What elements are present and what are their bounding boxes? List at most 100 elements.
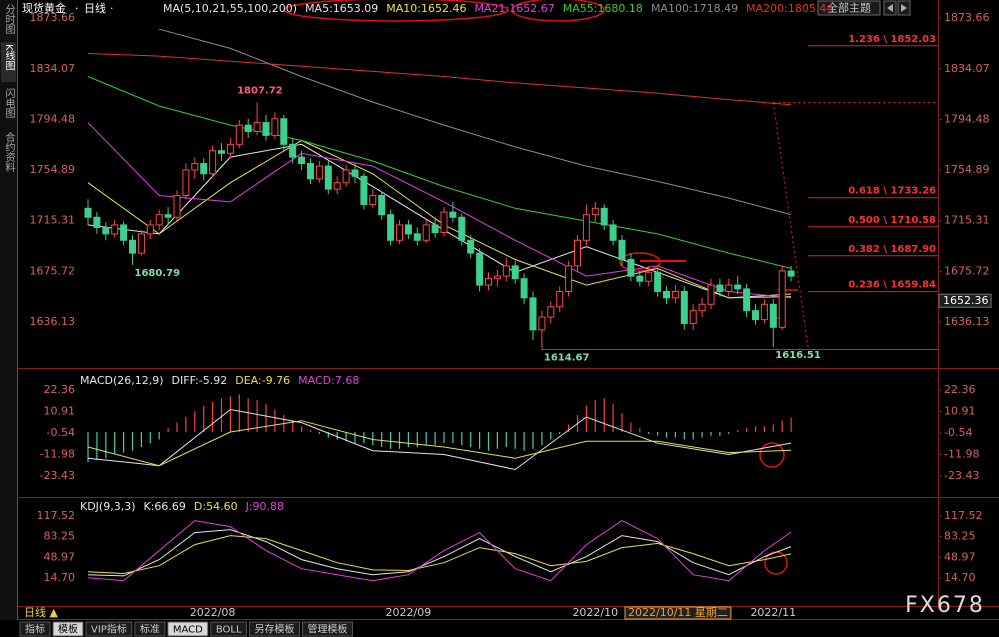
toolbar-tab[interactable] [52, 621, 84, 637]
y-tick-label: 1754.89 [944, 163, 990, 176]
candle-body [351, 169, 359, 177]
candle-body [324, 165, 332, 190]
y-tick-label: -11.98 [40, 447, 75, 460]
ma-line [87, 76, 792, 269]
legend-item: MA200:1805.44 [746, 2, 833, 15]
candle-body [422, 224, 430, 241]
candle-body [226, 143, 234, 154]
last-price-box [938, 293, 992, 308]
toolbar-tab[interactable] [210, 621, 248, 637]
extreme-label: 1614.67 [544, 352, 590, 363]
legend-item: J:90.88 [245, 500, 284, 513]
fib-label: 0.382 \ 1687.90 [848, 244, 936, 255]
y-tick-label: -11.98 [944, 447, 979, 460]
candle-body [84, 207, 92, 218]
candle-body [511, 265, 519, 280]
candle-body [538, 316, 546, 331]
toolbar-tab[interactable] [249, 621, 301, 637]
candle-body [307, 163, 314, 180]
candle-body [315, 165, 323, 180]
candle-body [458, 216, 466, 241]
sidebar-tab[interactable]: 闪电图 [3, 87, 15, 119]
toolbar-tab-label[interactable]: 模板 [58, 623, 78, 636]
toolbar-tab[interactable] [302, 621, 354, 637]
x-tick-label: 2022/11 [750, 606, 796, 619]
candle-body [752, 310, 759, 321]
candle-body [627, 258, 635, 277]
y-tick-label: 1794.48 [30, 112, 76, 125]
y-tick-label: 1715.31 [944, 214, 990, 227]
sidebar-tab-active [1, 42, 16, 82]
toolbar-tab[interactable] [167, 621, 209, 637]
symbol: 现货黄金 [22, 1, 66, 15]
toolbar-tab-label[interactable]: MACD [173, 625, 203, 636]
toolbar-tab-label[interactable]: VIP指标 [91, 623, 127, 636]
toolbar-tab-label[interactable]: BOLL [216, 625, 242, 636]
candle-body [591, 207, 599, 216]
theme-button-label[interactable]: 全部主题 [827, 1, 871, 15]
next-arrow [901, 4, 907, 12]
candle-body [191, 163, 199, 171]
theme-button[interactable] [817, 0, 881, 16]
ma-line [87, 53, 792, 106]
ma-line [87, 122, 792, 299]
candle-body [93, 216, 101, 229]
last-price: 1652.36 [943, 294, 989, 307]
prev-arrow [887, 4, 893, 12]
candle-body [360, 175, 368, 205]
legend-item: DEA:-9.76 [235, 374, 290, 387]
y-tick-label: 22.36 [44, 383, 76, 396]
separator: · [110, 2, 114, 15]
candle-body [431, 224, 439, 234]
candle-body [387, 214, 395, 241]
toolbar-tab-label[interactable]: 管理模板 [308, 623, 348, 636]
candle-body [663, 290, 670, 299]
candle-body [111, 224, 119, 235]
candle-body [609, 224, 617, 241]
toolbar-tab[interactable] [134, 621, 166, 637]
period[interactable]: 日线 [84, 1, 106, 15]
candle-body [413, 233, 421, 241]
y-tick-label: -23.43 [944, 469, 979, 482]
sidebar-tab[interactable]: 合约资料 [3, 131, 15, 173]
candle-body [333, 182, 341, 190]
legend-item: MACD(26,12,9) [80, 374, 164, 387]
candle-body [404, 224, 412, 235]
cursor-date-box [624, 606, 732, 620]
toolbar-tab-label[interactable]: 另存模板 [255, 623, 295, 636]
fib-label: 0.500 \ 1710.58 [848, 215, 936, 226]
candle-body [289, 143, 297, 158]
y-tick-label: 117.52 [944, 509, 983, 522]
y-tick-label: 1834.07 [944, 62, 990, 75]
fib-label: 0.618 \ 1733.26 [848, 186, 936, 197]
legend-item: DIFF:-5.92 [172, 374, 228, 387]
candle-body [645, 271, 653, 282]
toolbar-tab[interactable] [19, 621, 51, 637]
candle-body [654, 271, 662, 292]
legend-item: MA21:1652.67 [475, 2, 555, 15]
candle-body [520, 278, 528, 299]
period-selector[interactable]: 日线 ▲ [24, 605, 58, 619]
y-tick-label: 22.36 [944, 383, 976, 396]
sidebar-tab[interactable]: K线图 [3, 44, 15, 71]
candle-body [200, 163, 208, 175]
candle-body [173, 195, 181, 218]
candle-body [636, 275, 644, 282]
toolbar-tab-label[interactable]: 指标 [25, 623, 45, 636]
sidebar-tab[interactable]: 分时图 [3, 4, 15, 35]
y-tick-label: 83.25 [944, 530, 976, 543]
candle-body [209, 150, 217, 175]
y-tick-label: 1873.66 [944, 11, 990, 24]
candle-body [342, 169, 350, 184]
candle-body [698, 303, 706, 312]
extreme-label: 1680.79 [135, 268, 181, 279]
toolbar-tab-label[interactable]: 标准 [140, 624, 160, 636]
y-tick-label: 10.91 [44, 404, 76, 417]
legend-item: MACD:7.68 [298, 374, 359, 387]
annotation-circle [759, 442, 785, 468]
y-tick-label: 48.97 [44, 550, 76, 563]
toolbar-tab[interactable] [85, 621, 133, 637]
candle-body [671, 290, 679, 299]
